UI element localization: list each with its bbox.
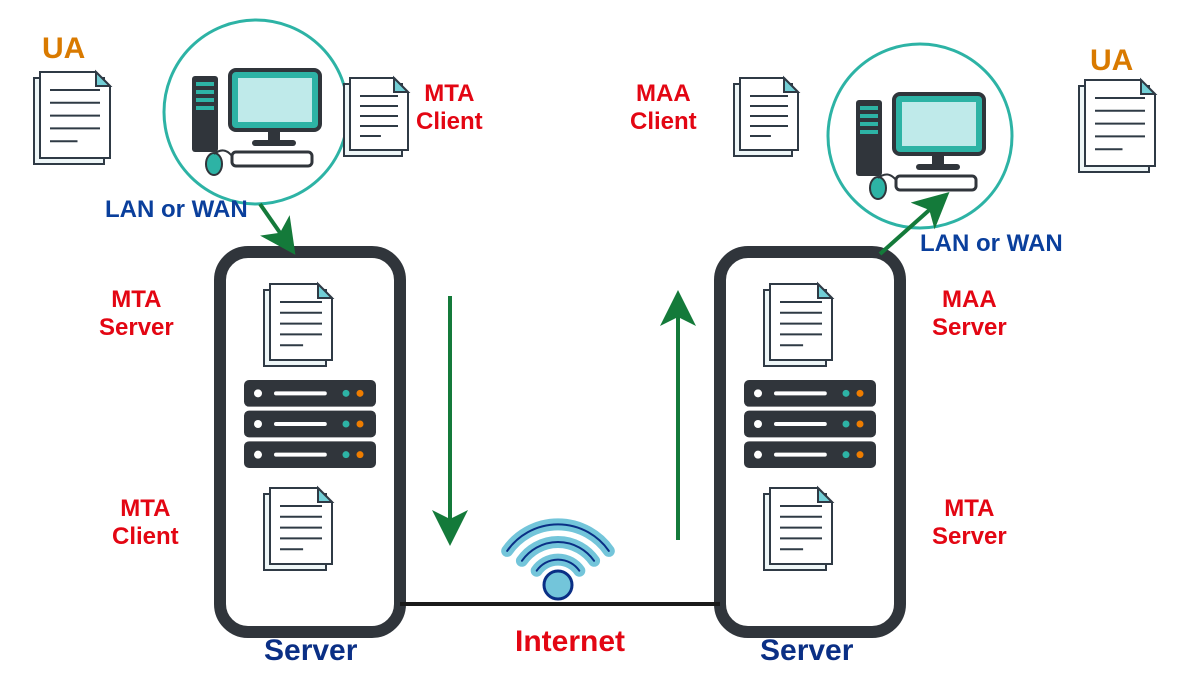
label-lan-right: LAN or WAN (920, 230, 1063, 258)
doc-maa-server-r (764, 284, 832, 366)
label-ua-left: UA (42, 32, 85, 67)
label-maa-client-top-right: MAA Client (630, 80, 697, 135)
label-mta-client-bottom-left: MTA Client (112, 495, 179, 550)
doc-maa-client-tr (734, 78, 798, 156)
label-mta-server-bottom-right: MTA Server (932, 495, 1007, 550)
wifi-dot-icon (544, 571, 572, 599)
diagram-stage: UA UA MTA Client MAA Client LAN or WAN L… (0, 0, 1200, 700)
computer-icon-right (856, 94, 984, 199)
server-rack-icon (744, 380, 876, 468)
label-server-right: Server (760, 634, 853, 669)
arrow-left-down (260, 204, 292, 250)
server-rack-icon (244, 380, 376, 468)
computer-icon-left (192, 70, 320, 175)
label-server-left: Server (264, 634, 357, 669)
doc-mta-server-l (264, 284, 332, 366)
label-mta-client-top-left: MTA Client (416, 80, 483, 135)
diagram-svg (0, 0, 1200, 700)
doc-mta-client-bl (264, 488, 332, 570)
doc-mta-client-tl (344, 78, 408, 156)
label-maa-server-right: MAA Server (932, 286, 1007, 341)
label-internet: Internet (515, 625, 625, 660)
label-mta-server-left: MTA Server (99, 286, 174, 341)
doc-mta-server-br (764, 488, 832, 570)
label-lan-left: LAN or WAN (105, 196, 248, 224)
doc-ua-left (34, 72, 110, 164)
doc-ua-right (1079, 80, 1155, 172)
label-ua-right: UA (1090, 44, 1133, 79)
